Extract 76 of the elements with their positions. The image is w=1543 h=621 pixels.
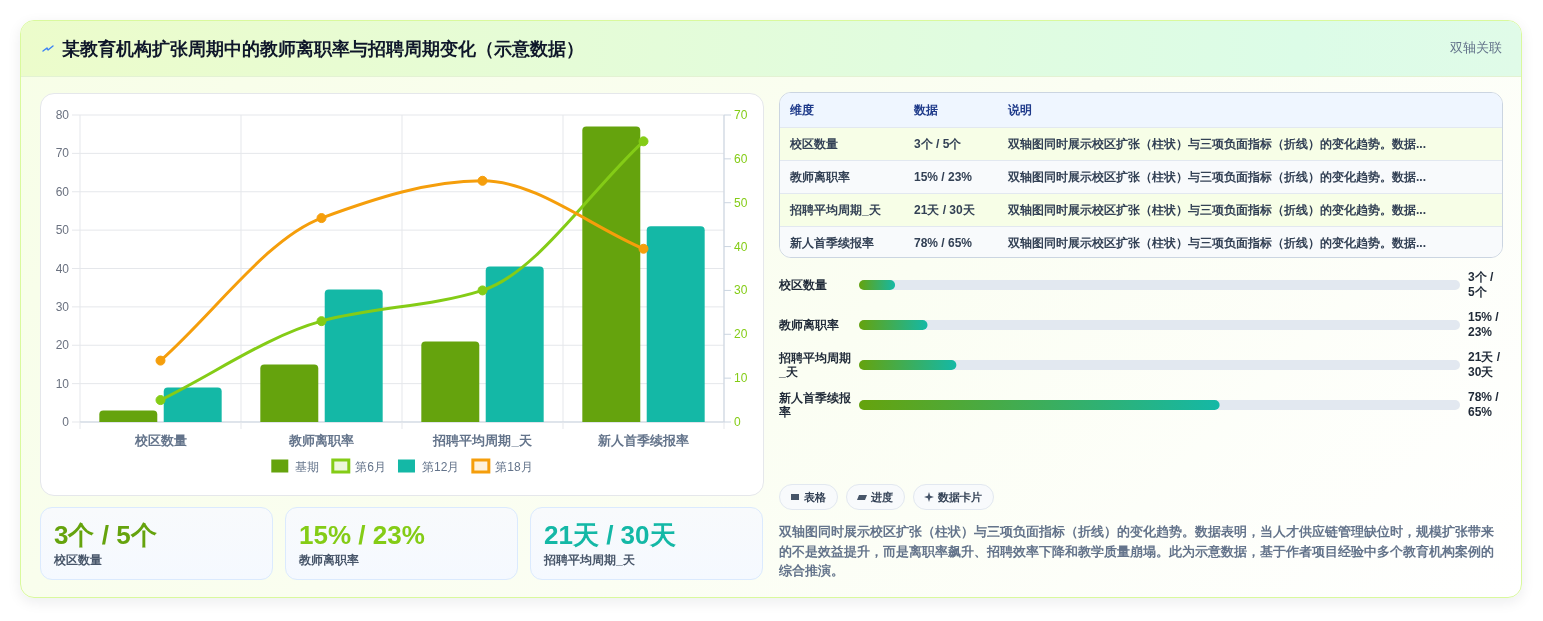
text: 78% / 65% — [1468, 390, 1500, 420]
text: 招聘平均周期_天 — [790, 202, 881, 219]
text: 说明 — [1008, 102, 1032, 119]
y2-tick-label: 30 — [734, 283, 748, 298]
bar — [163, 387, 222, 422]
legend-label: 基期 — [295, 459, 320, 474]
y-tick-label: 新人首季续报率 — [779, 391, 852, 419]
text: 78% / 65% — [914, 235, 973, 252]
bar — [859, 280, 896, 290]
y2-tick-label: 50 — [734, 195, 748, 210]
y2-tick-label: 40 — [734, 239, 748, 254]
y-tick-label: 50 — [55, 223, 70, 238]
point — [638, 136, 649, 147]
text: 21天 / 30天 — [544, 520, 676, 550]
x-tick-label: 校区数量 — [133, 433, 187, 448]
text: 数据卡片 — [938, 489, 982, 505]
text: 新人首季续报率 — [790, 235, 874, 252]
bar — [859, 320, 928, 330]
y-tick-label: 校区数量 — [779, 278, 827, 292]
point — [477, 285, 488, 296]
text: 双轴图同时展示校区扩张（柱状）与三项负面指标（折线）的变化趋势。数据表明，当人才供应链管理缺位时，规模扩张带来的不是效益提升，而是离职率飙升、招聘效率下降和教学质量崩塌。此为示意数据，基于作者项目经验中多个教育机构案例的综合推演。 — [779, 523, 1495, 580]
text: 3个 / 5个 — [1468, 270, 1495, 300]
text: 21天 / 30天 — [1468, 350, 1501, 380]
point — [155, 395, 166, 406]
text: 双轴图同时展示校区扩张（柱状）与三项负面指标（折线）的变化趋势。数据... — [1008, 202, 1427, 219]
text: 15% / 23% — [914, 169, 973, 186]
y2-tick-label: 60 — [734, 151, 748, 166]
bar — [859, 360, 957, 370]
y2-tick-label: 0 — [734, 415, 741, 429]
y-tick-label: 20 — [55, 338, 70, 353]
y2-tick-label: 10 — [734, 371, 748, 386]
bar — [421, 341, 480, 422]
text: 双轴关联 — [1450, 40, 1502, 56]
text: 3个 / 5个 — [914, 136, 962, 153]
bar — [485, 266, 544, 422]
point — [155, 355, 166, 366]
text: 双轴图同时展示校区扩张（柱状）与三项负面指标（折线）的变化趋势。数据... — [1008, 136, 1427, 153]
text: 双轴图同时展示校区扩张（柱状）与三项负面指标（折线）的变化趋势。数据... — [1008, 235, 1427, 252]
bar — [582, 126, 641, 422]
bar — [324, 289, 383, 422]
text: 双轴图同时展示校区扩张（柱状）与三项负面指标（折线）的变化趋势。数据... — [1008, 169, 1427, 186]
y2-tick-label: 70 — [734, 108, 748, 122]
y-tick-label: 40 — [55, 261, 70, 276]
legend-label: 第12月 — [421, 459, 460, 474]
legend-label: 第6月 — [355, 459, 386, 474]
x-tick-label: 教师离职率 — [288, 433, 354, 448]
x-tick-label: 招聘平均周期_天 — [432, 433, 533, 448]
text: 3个 / 5个 — [54, 520, 157, 550]
point — [638, 243, 649, 254]
legend-label: 第18月 — [495, 459, 533, 474]
bar — [260, 364, 319, 422]
point — [316, 316, 327, 327]
text: 数据 — [914, 102, 938, 119]
x-tick-label: 新人首季续报率 — [597, 433, 689, 448]
bar — [99, 410, 158, 422]
y-tick-label: 60 — [55, 184, 70, 199]
y-tick-label: 70 — [55, 146, 70, 161]
text: 15% / 23% — [299, 520, 425, 550]
text: 表格 — [804, 489, 826, 505]
text: 15% / 23% — [1468, 310, 1500, 340]
text: 21天 / 30天 — [914, 202, 975, 219]
chart-title: 某教育机构扩张周期中的教师离职率与招聘周期变化（示意数据） — [62, 38, 584, 61]
y-tick-label: 30 — [55, 299, 70, 314]
category-label: 教师离职率 — [299, 552, 359, 568]
bar — [646, 226, 705, 422]
y2-tick-label: 20 — [734, 327, 748, 342]
y-tick-label: 教师离职率 — [779, 318, 839, 332]
point — [477, 175, 488, 186]
y-tick-label: 招聘平均周期_天 — [779, 351, 852, 379]
y-tick-label: 0 — [62, 415, 70, 429]
y-tick-label: 80 — [55, 108, 70, 122]
y-tick-label: 10 — [55, 376, 70, 391]
text: 进度 — [871, 489, 893, 505]
point — [316, 213, 327, 224]
text: 维度 — [790, 102, 814, 119]
category-label: 招聘平均周期_天 — [544, 552, 635, 568]
